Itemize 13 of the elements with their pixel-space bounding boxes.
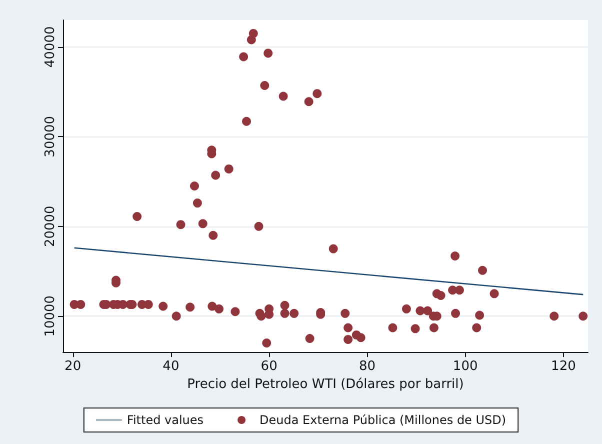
x-axis-title: Precio del Petroleo WTI (Dólares por barril) [187,376,464,392]
legend-label: Deuda Externa Pública (Millones de USD) [260,413,506,427]
y-tick-label: 20000 [43,206,58,248]
x-tick-label: 20 [64,359,82,374]
legend-label: Fitted values [126,413,204,427]
x-tick-label: 80 [358,359,376,374]
y-tick-label: 10000 [43,295,58,337]
y-tick-label: 40000 [43,26,58,68]
y-tick-label: 30000 [43,116,58,158]
x-tick-label: 60 [260,359,278,374]
x-tick-label: 120 [551,359,576,374]
x-tick-label: 40 [162,359,180,374]
x-tick-label: 100 [452,359,478,374]
